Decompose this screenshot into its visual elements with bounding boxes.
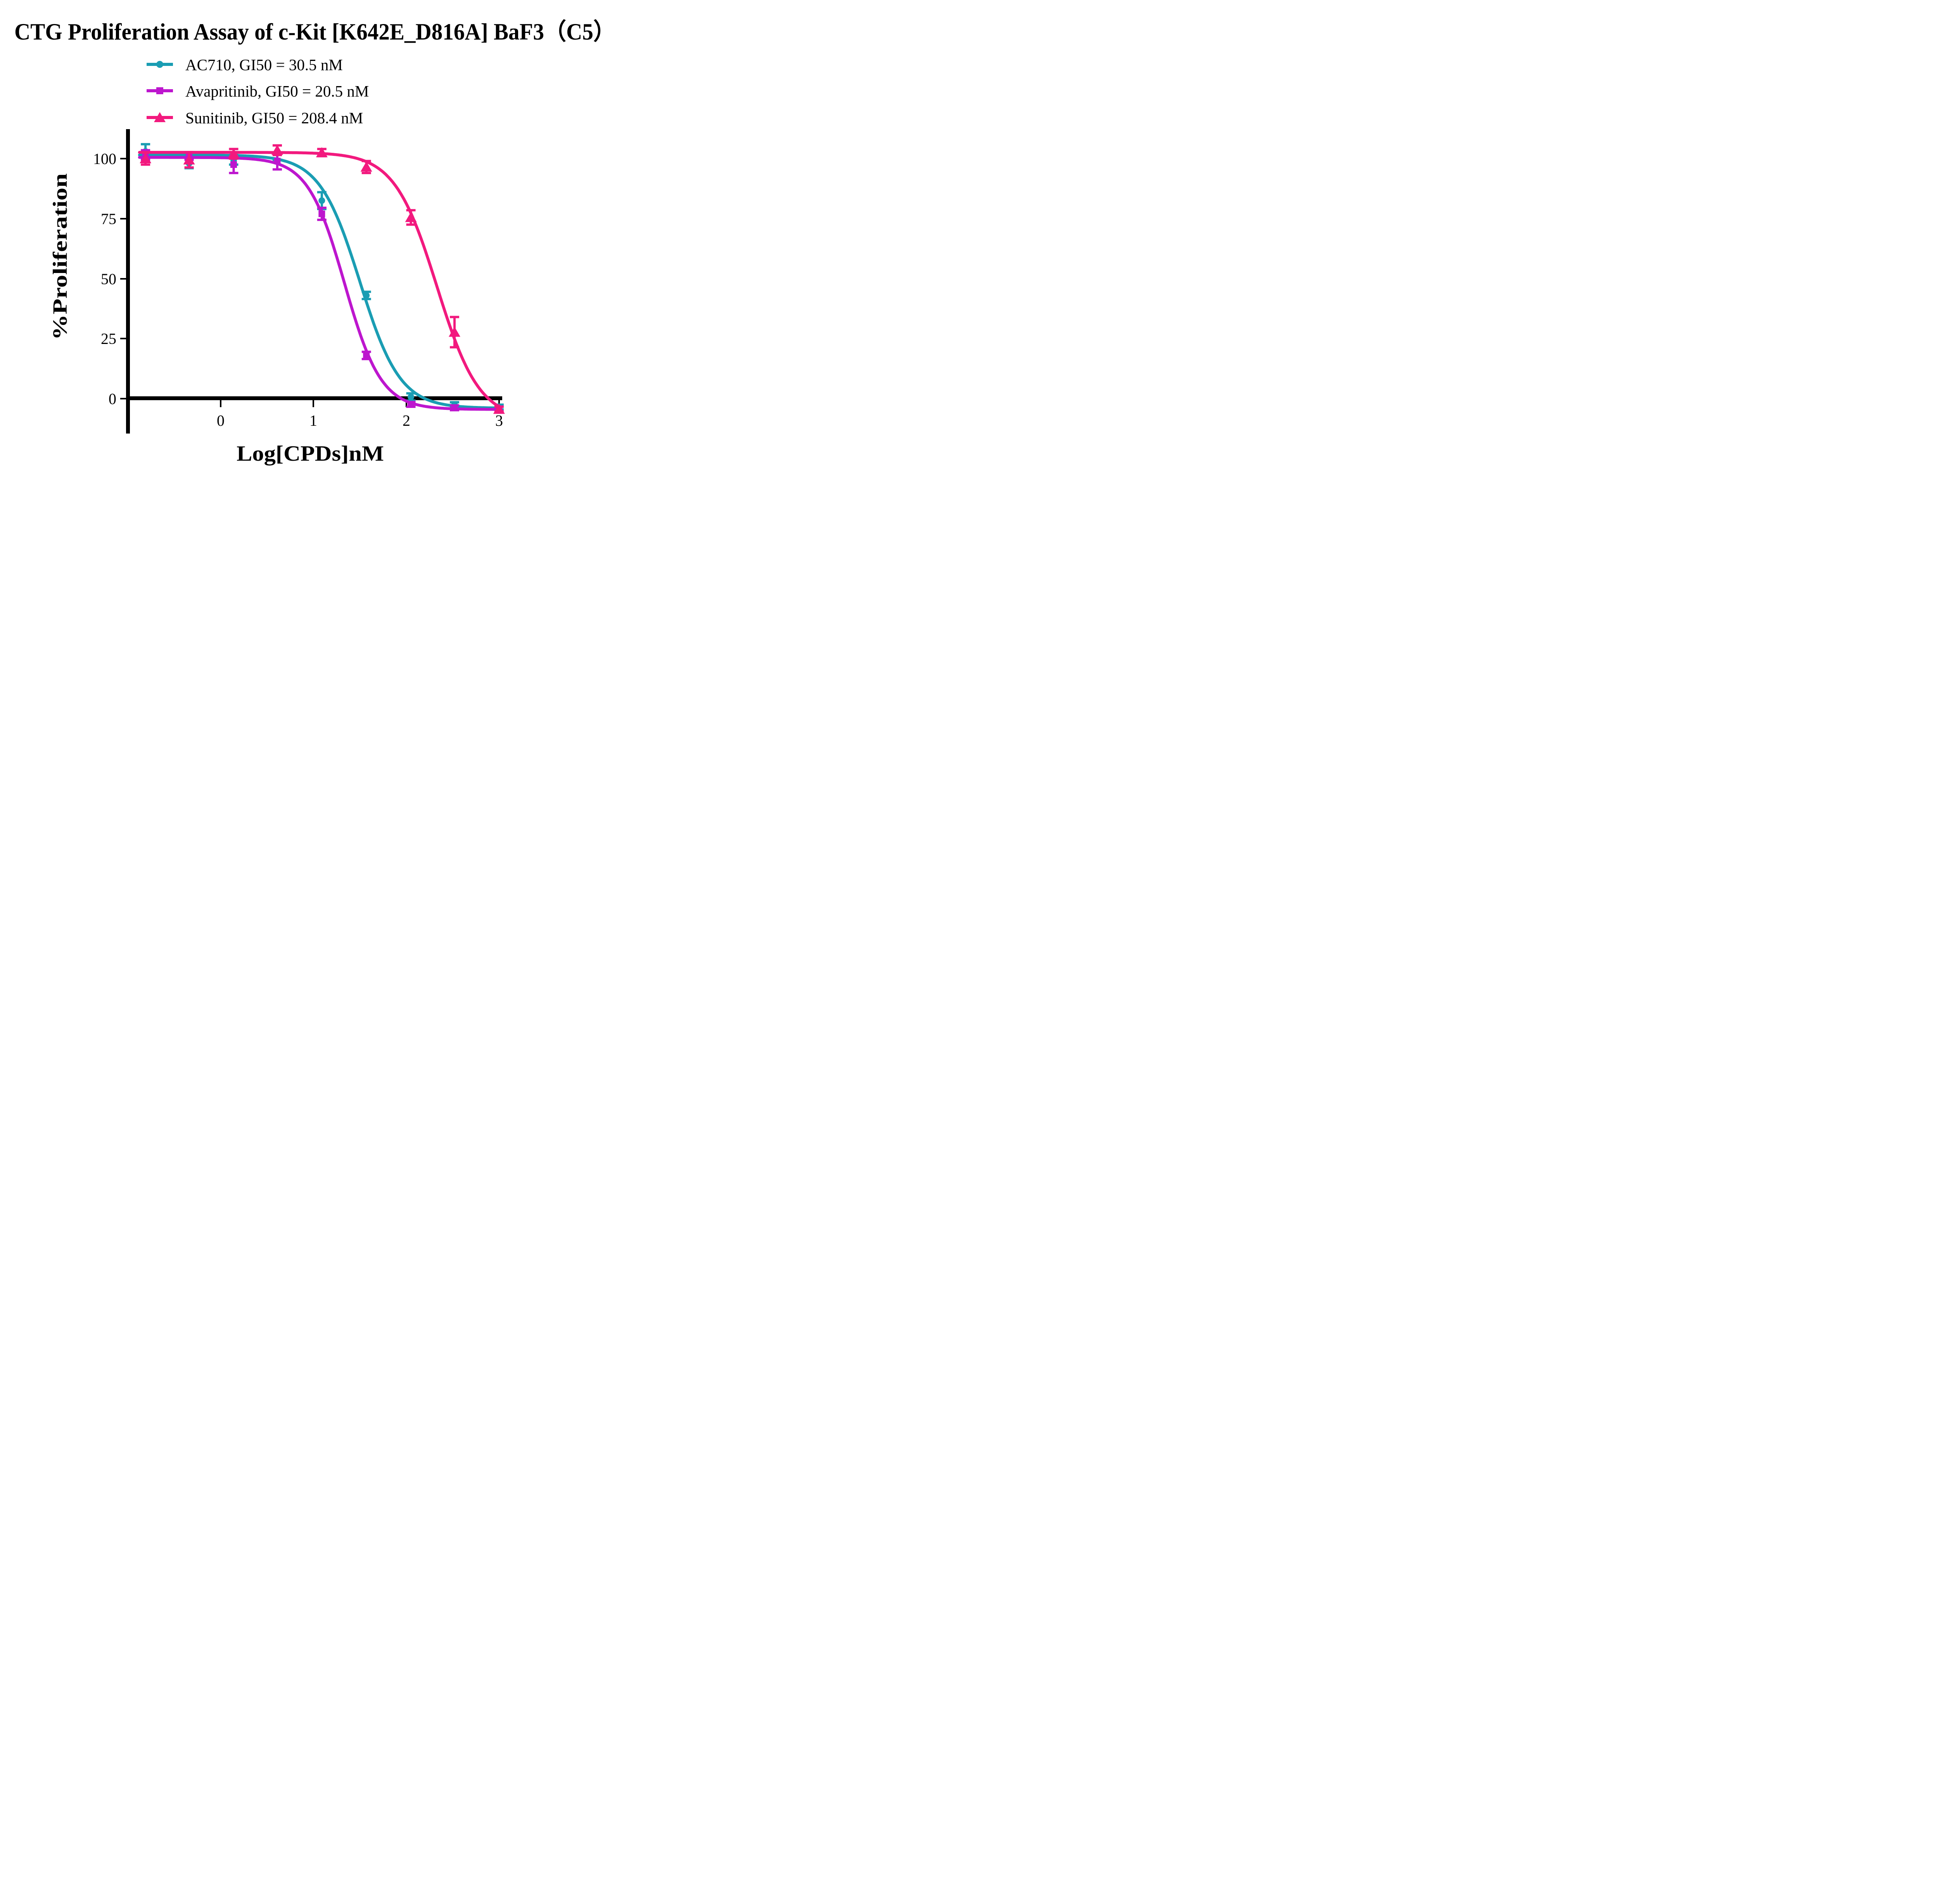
- x-tick-1: 1: [309, 412, 317, 429]
- legend-label-sunitinib: Sunitinib, GI50 = 208.4 nM: [185, 109, 363, 127]
- data-point-triangle: [271, 145, 283, 155]
- y-tick-100: 100: [93, 150, 116, 168]
- data-point-circle: [318, 197, 325, 204]
- y-axis-label: %Proliferation: [49, 173, 71, 340]
- proliferation-chart: CTG Proliferation Assay of c-Kit [K642E_…: [14, 19, 615, 466]
- data-point-triangle: [449, 327, 461, 337]
- data-point-triangle: [405, 212, 417, 222]
- axes-spines: [126, 129, 502, 434]
- ac710-circle-marker-icon: [156, 61, 163, 68]
- legend-label-avapritinib: Avapritinib, GI50 = 20.5 nM: [185, 82, 369, 100]
- legend: AC710, GI50 = 30.5 nM Avapritinib, GI50 …: [147, 56, 369, 127]
- x-tick-2: 2: [403, 412, 410, 429]
- y-tick-75: 75: [101, 210, 116, 228]
- y-tick-0: 0: [109, 390, 116, 408]
- x-tick-0: 0: [217, 412, 225, 429]
- data-point-square: [318, 210, 325, 217]
- data-point-triangle: [493, 404, 505, 414]
- data-point-square: [230, 161, 237, 168]
- figure: CTG Proliferation Assay of c-Kit [K642E_…: [0, 0, 621, 476]
- avapritinib-square-marker-icon: [156, 87, 163, 94]
- data-point-square: [363, 352, 370, 359]
- series-sunitinib: [138, 144, 505, 414]
- x-axis-tick-labels: 0 1 2 3: [217, 412, 503, 429]
- y-axis-tick-labels: 100 75 50 25 0: [93, 150, 116, 408]
- data-point-square: [274, 157, 281, 164]
- legend-item-ac710: AC710, GI50 = 30.5 nM: [147, 56, 343, 74]
- data-point-triangle: [140, 153, 152, 163]
- series-ac710: [138, 143, 504, 411]
- data-point-triangle: [360, 161, 372, 172]
- data-point-square: [451, 404, 458, 411]
- fit-curve: [138, 156, 500, 411]
- data-point-triangle: [228, 148, 240, 159]
- y-axis-ticks: [120, 158, 128, 399]
- fit-curve: [138, 151, 500, 408]
- data-point-square: [408, 401, 415, 408]
- fit-curve: [138, 153, 500, 409]
- y-tick-25: 25: [101, 330, 116, 347]
- x-axis-label: Log[CPDs]nM: [237, 442, 384, 466]
- data-point-circle: [363, 292, 370, 299]
- chart-title: CTG Proliferation Assay of c-Kit [K642E_…: [14, 19, 615, 45]
- legend-item-sunitinib: Sunitinib, GI50 = 208.4 nM: [147, 109, 363, 127]
- x-tick-3: 3: [495, 412, 503, 429]
- data-point-triangle: [316, 147, 328, 157]
- legend-label-ac710: AC710, GI50 = 30.5 nM: [185, 56, 343, 74]
- y-tick-50: 50: [101, 270, 116, 288]
- legend-item-avapritinib: Avapritinib, GI50 = 20.5 nM: [147, 82, 369, 100]
- data-point-circle: [408, 394, 415, 401]
- sunitinib-triangle-marker-icon: [154, 112, 166, 122]
- series-layer: [138, 143, 505, 414]
- data-point-triangle: [183, 154, 195, 165]
